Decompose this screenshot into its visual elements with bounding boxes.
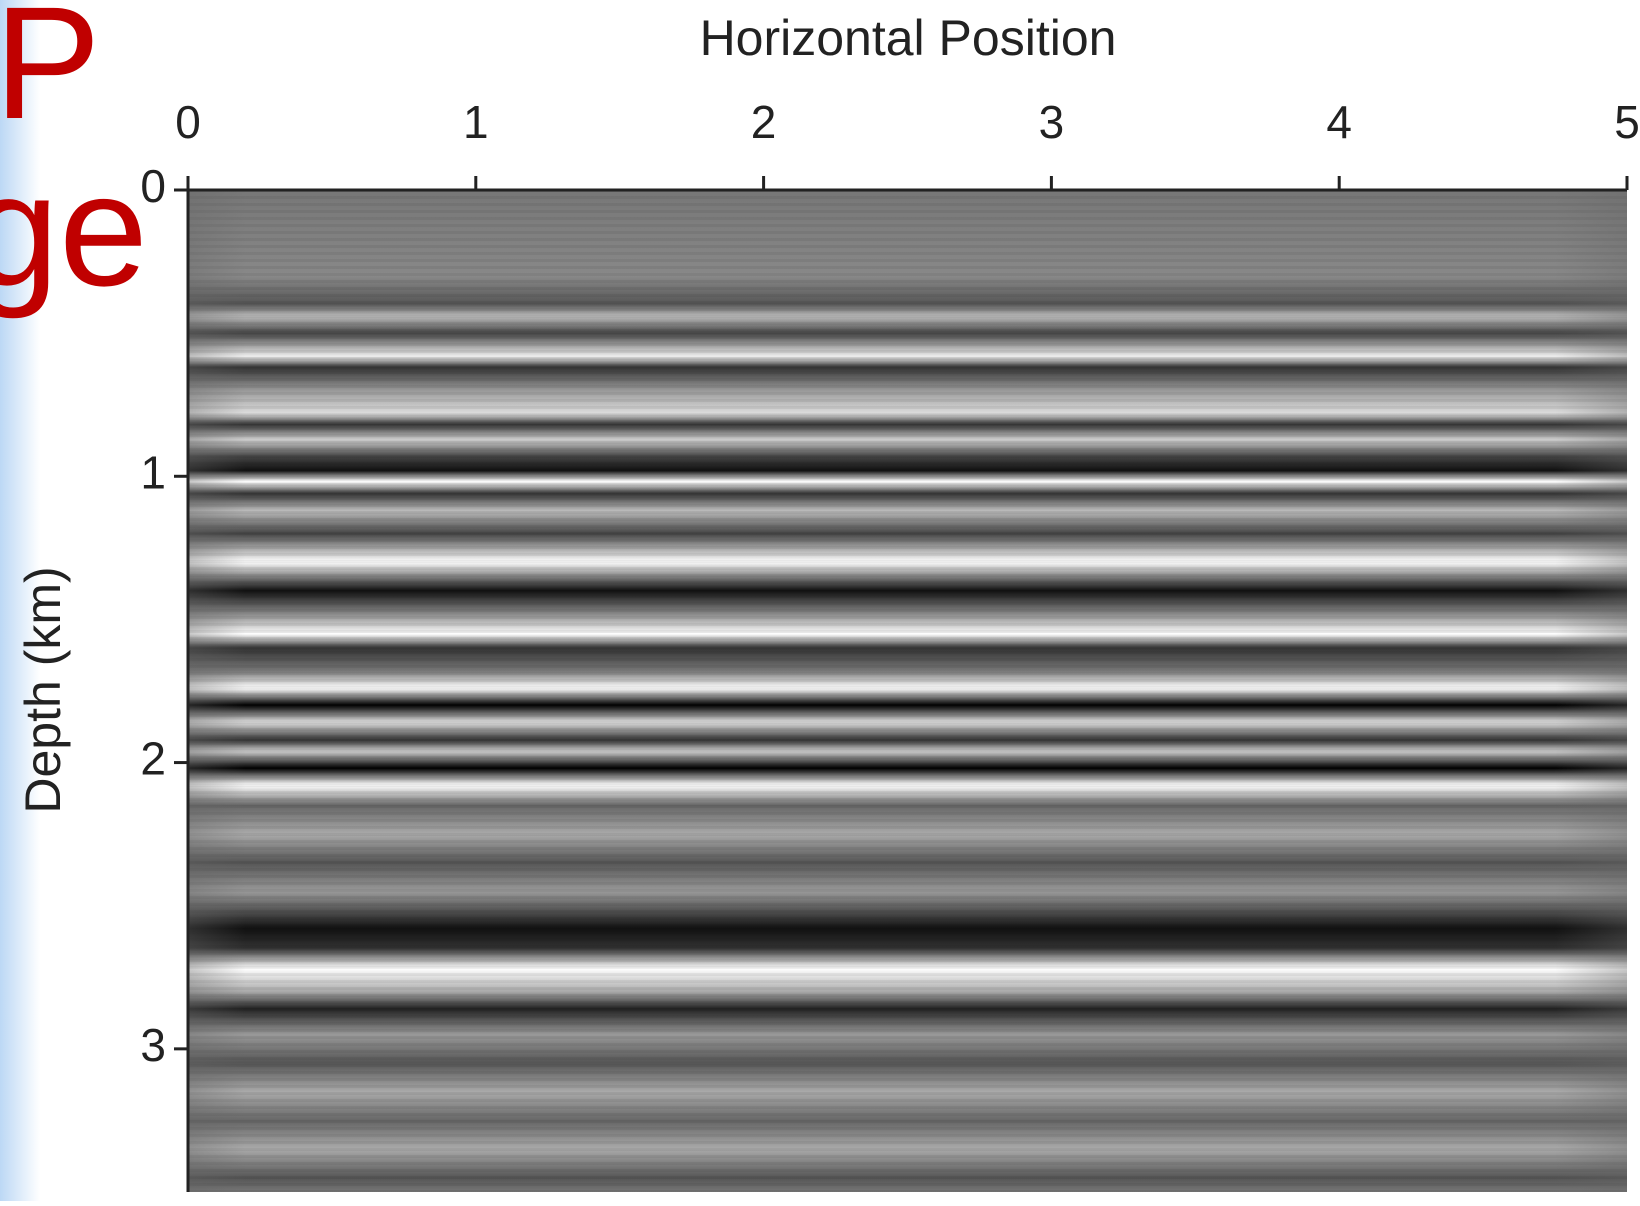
background-text: P: [0, 0, 101, 152]
y-axis-title: Depth (km): [15, 566, 71, 813]
x-tick-label: 0: [175, 96, 201, 148]
x-tick-label: 1: [463, 96, 489, 148]
x-tick-label: 5: [1614, 96, 1640, 148]
background-text: ge: [0, 140, 148, 319]
y-tick-label: 0: [140, 160, 166, 212]
y-tick-label: 1: [140, 446, 166, 498]
x-tick-label: 3: [1039, 96, 1065, 148]
seismic-image: [188, 190, 1627, 1192]
x-tick-label: 4: [1326, 96, 1352, 148]
y-tick-label: 3: [140, 1019, 166, 1071]
x-tick-label: 2: [751, 96, 777, 148]
side-gradient: [0, 0, 40, 1201]
y-tick-label: 2: [140, 733, 166, 785]
x-axis-title: Horizontal Position: [700, 10, 1117, 66]
